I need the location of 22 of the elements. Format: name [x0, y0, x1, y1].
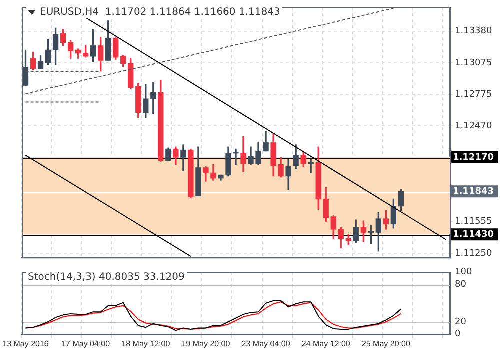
y-tick-label: 1.11555 [455, 216, 492, 227]
y-tick-label: 1.12470 [455, 122, 492, 132]
x-tick-label: 24 May 12:00 [302, 339, 351, 348]
x-tick-label: 19 May 20:00 [182, 339, 231, 348]
ref-line-label: 1.12170 [453, 152, 494, 163]
y-tick-label: 80 [455, 280, 467, 290]
y-tick-label: 100 [455, 268, 472, 278]
y-tick-label: 1.13380 [455, 26, 492, 37]
ref-line-label: 1.11430 [453, 230, 494, 240]
ref-line-label: 1.11843 [453, 186, 494, 197]
y-tick-label: 0 [455, 330, 461, 340]
x-tick-label: 17 May 04:00 [62, 339, 111, 348]
x-tick-label: 18 May 12:00 [122, 339, 171, 348]
x-tick-label: 13 May 2016 [2, 339, 50, 348]
chart-title: Stoch(14,3,3) 40.8035 33.1209 [28, 272, 185, 283]
y-tick-label: 20 [455, 317, 467, 328]
x-tick-label: 23 May 04:00 [242, 339, 291, 348]
y-tick-label: 1.11250 [455, 248, 492, 259]
chart-title: EURUSD,H4 1.11702 1.11864 1.11660 1.11843 [40, 7, 280, 18]
x-tick-label: 25 May 20:00 [362, 339, 411, 348]
y-tick-label: 1.13075 [455, 58, 492, 69]
y-tick-label: 1.12775 [455, 90, 492, 100]
